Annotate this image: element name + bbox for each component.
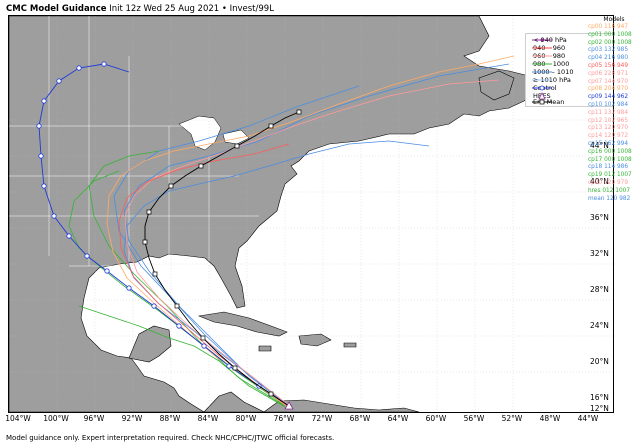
lon-tick-13: 52°W xyxy=(501,414,523,423)
legend-row-control: Control xyxy=(530,84,557,92)
legend-row-lt940: < 940 hPa xyxy=(530,36,567,44)
legend-row-940-960: 940 – 960 xyxy=(530,44,565,52)
model-entry: cp02 000 1008 xyxy=(588,39,632,46)
model-entry: cp10 102 984 xyxy=(588,101,629,108)
lon-tick-0: 104°W xyxy=(5,414,31,423)
model-entry: cp08 204 970 xyxy=(588,86,629,93)
land-hispaniola xyxy=(298,333,332,347)
land-jamaica xyxy=(258,345,272,352)
land-puerto-rico xyxy=(343,342,357,348)
models-heading: Models xyxy=(603,16,625,23)
longitude-axis: 104°W 100°W 96°W 92°W 88°W 84°W 80°W 76°… xyxy=(5,414,612,426)
legend-swatch-1000-1010 xyxy=(532,71,552,73)
lat-tick-5: 24°N xyxy=(590,321,609,330)
lon-tick-12: 56°W xyxy=(463,414,485,423)
models-panel: Models cp00 116 947 cp01 000 1008 cp02 000… xyxy=(588,16,640,203)
model-entry: cp18 114 986 xyxy=(588,164,629,171)
lat-tick-0: 44°N xyxy=(590,141,609,150)
land-newfoundland xyxy=(478,70,515,101)
lat-tick-4: 28°N xyxy=(590,285,609,294)
lat-tick-7: 16°N xyxy=(590,393,609,402)
lon-tick-1: 100°W xyxy=(43,414,69,423)
great-lakes xyxy=(178,115,222,151)
lon-tick-5: 84°W xyxy=(197,414,219,423)
model-entry: cp04 216 980 xyxy=(588,55,629,62)
land-cuba xyxy=(197,311,288,337)
legend-row-960-980: 960 – 980 xyxy=(530,52,565,60)
land-south-america xyxy=(263,399,420,412)
model-entry: cp12 102 965 xyxy=(588,117,629,124)
land-central-america xyxy=(203,391,265,412)
model-entry: mean 120 982 xyxy=(588,195,631,202)
model-entry: cp01 000 1008 xyxy=(588,31,632,38)
lon-tick-2: 96°W xyxy=(83,414,105,423)
ens-mean-track xyxy=(144,111,300,407)
model-entry: cp09 144 962 xyxy=(588,94,629,101)
model-entry: cp17 000 1008 xyxy=(588,156,632,163)
legend-row-ge1010: ≥ 1010 hPa xyxy=(530,76,571,84)
legend-label-1000-1010: 1000 – 1010 xyxy=(533,68,574,76)
lon-tick-8: 72°W xyxy=(311,414,333,423)
model-entry: cp00 116 947 xyxy=(588,24,629,30)
hres-marker xyxy=(284,401,294,410)
legend-row-hres: HRES xyxy=(530,92,551,100)
model-entry: cp05 156 949 xyxy=(588,62,629,69)
legend-swatch-lt940 xyxy=(532,38,552,42)
model-entry: cp03 132 985 xyxy=(588,47,629,54)
lon-tick-3: 92°W xyxy=(121,414,143,423)
model-entry: cp19 012 1007 xyxy=(588,172,632,179)
model-entry: cp07 144 970 xyxy=(588,78,629,85)
model-entry: cp06 228 971 xyxy=(588,70,629,77)
legend-swatch-control xyxy=(532,85,552,91)
lon-tick-7: 76°W xyxy=(273,414,295,423)
legend-row-ens-mean: Ens Mean xyxy=(530,98,564,106)
legend-row-980-1000: 980 – 1000 xyxy=(530,60,569,68)
lat-tick-6: 20°N xyxy=(590,357,609,366)
legend-swatch-940-960 xyxy=(532,47,552,49)
lon-tick-4: 88°W xyxy=(159,414,181,423)
land-north-america xyxy=(9,16,538,412)
lon-tick-15: 44°W xyxy=(577,414,599,423)
legend-swatch-ens-mean xyxy=(532,99,552,105)
map-panel: 44°N 40°N 36°N 32°N 28°N 24°N 20°N 16°N … xyxy=(8,15,614,413)
model-entry: cp20 120 979 xyxy=(588,179,629,186)
legend-row-1000-1010: 1000 – 1010 xyxy=(530,68,573,76)
model-entry: cp14 120 972 xyxy=(588,133,629,140)
legend-swatch-960-980 xyxy=(532,55,552,57)
lon-tick-6: 80°W xyxy=(235,414,257,423)
ens-mean-markers xyxy=(142,109,302,397)
lat-tick-3: 32°N xyxy=(590,249,609,258)
lat-tick-8: 12°N xyxy=(590,404,609,413)
legend-swatch-980-1000 xyxy=(532,63,552,65)
model-entry: cp13 120 970 xyxy=(588,125,629,132)
map-title: CMC Model Guidance Init 12z Wed 25 Aug 2… xyxy=(6,4,274,14)
lon-tick-11: 60°W xyxy=(425,414,447,423)
lat-tick-2: 36°N xyxy=(590,213,609,222)
model-entry: cp11 132 984 xyxy=(588,109,629,116)
legend-swatch-ge1010 xyxy=(532,79,552,81)
pressure-legend: < 940 hPa 940 – 960 960 – 980 980 – 1000… xyxy=(525,33,613,107)
legend-swatch-hres xyxy=(538,92,546,100)
model-entry: cp15 162 994 xyxy=(588,140,629,147)
models-list: cp00 116 947 cp01 000 1008 cp02 000 1008 cp… xyxy=(588,24,640,203)
model-entry: hres 012 1007 xyxy=(588,187,631,194)
land-yucatan xyxy=(128,325,172,363)
title-model: CMC Model Guidance xyxy=(6,4,107,14)
lat-tick-1: 40°N xyxy=(590,177,609,186)
lon-tick-10: 64°W xyxy=(387,414,409,423)
title-init: Init 12z Wed 25 Aug 2021 • Invest/99L xyxy=(109,4,274,14)
model-entry: cp16 000 1008 xyxy=(588,148,632,155)
map-canvas xyxy=(9,16,613,412)
lon-tick-9: 68°W xyxy=(349,414,371,423)
disclaimer-footer: Model guidance only. Expert interpretati… xyxy=(6,434,335,442)
lon-tick-14: 48°W xyxy=(539,414,561,423)
